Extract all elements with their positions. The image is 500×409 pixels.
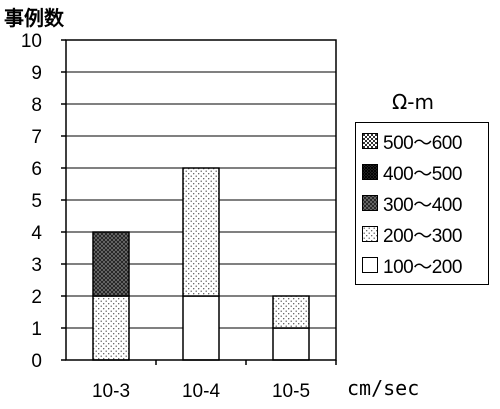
legend: 500～600 400～500 300～400 200～300 100～200	[355, 122, 489, 285]
x-axis-label: cm/sec	[347, 376, 420, 400]
legend-label: 100～200	[383, 256, 462, 278]
y-axis-label: 事例数	[4, 6, 64, 30]
y-tick-label: 6	[31, 159, 42, 180]
legend-item: 100～200	[362, 254, 462, 278]
legend-item: 300～400	[362, 192, 462, 216]
y-tick-label: 1	[31, 319, 42, 340]
y-tick-label: 9	[31, 63, 42, 84]
legend-label: 400～500	[383, 163, 462, 185]
legend-label: 200～300	[383, 225, 462, 247]
bar-segment	[182, 167, 220, 297]
legend-swatch	[362, 195, 378, 211]
legend-swatch	[362, 226, 378, 242]
y-tick-label: 7	[31, 127, 42, 148]
y-tick-label: 3	[31, 255, 42, 276]
y-tick-label: 0	[31, 351, 42, 372]
legend-swatch	[362, 164, 378, 180]
legend-swatch	[362, 257, 378, 273]
x-tick-label: 10-5	[272, 381, 310, 402]
bar-segment	[182, 295, 220, 361]
x-tick-labels: 10-3 10-4 10-5	[92, 381, 310, 402]
x-tick-label: 10-4	[182, 381, 220, 402]
x-tick-label: 10-3	[92, 381, 130, 402]
legend-swatch	[362, 133, 378, 149]
legend-title: Ω-m	[392, 90, 434, 114]
y-tick-label: 2	[31, 287, 42, 308]
legend-item: 500～600	[362, 130, 462, 154]
bar-segment	[92, 295, 130, 361]
y-tick-label: 4	[31, 223, 42, 244]
legend-item: 200～300	[362, 223, 462, 247]
axes	[61, 39, 337, 365]
y-tick-label: 5	[31, 191, 42, 212]
y-tick-label: 10	[21, 31, 42, 52]
legend-item: 400～500	[362, 161, 462, 185]
y-tick-label: 8	[31, 95, 42, 116]
y-tick-labels: 0 1 2 3 4 5 6 7 8 9 10	[21, 31, 43, 372]
bar-segment	[272, 295, 310, 329]
bar-segment	[92, 231, 130, 297]
bar-segment	[272, 327, 310, 361]
legend-label: 300～400	[383, 194, 462, 216]
legend-label: 500～600	[383, 132, 462, 154]
